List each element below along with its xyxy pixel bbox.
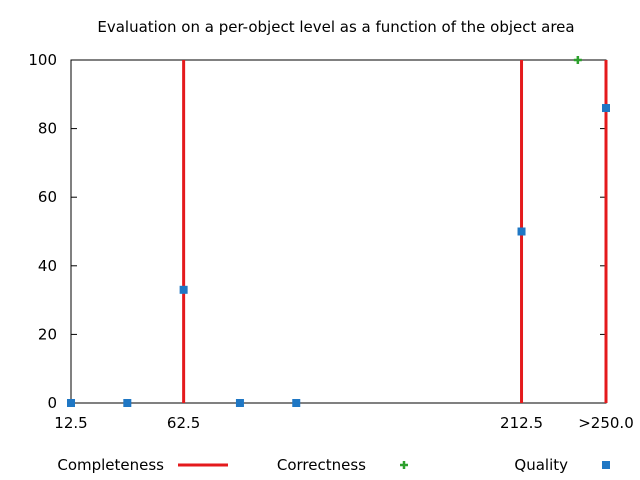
y-tick-label: 80	[38, 120, 57, 138]
legend-label-completeness: Completeness	[57, 456, 164, 474]
quality-series	[67, 104, 610, 407]
chart-title: Evaluation on a per-object level as a fu…	[97, 18, 574, 36]
x-tick-label: 212.5	[500, 414, 543, 432]
legend: Completeness Correctness Quality	[57, 456, 610, 474]
y-tick-label: 100	[28, 51, 57, 69]
y-tick-label: 40	[38, 257, 57, 275]
y-tick-label: 0	[47, 394, 57, 412]
quality-point	[517, 227, 526, 236]
legend-label-quality: Quality	[514, 456, 568, 474]
correctness-point	[573, 56, 582, 64]
quality-point	[179, 285, 188, 294]
x-tick-label: >250.0	[578, 414, 634, 432]
correctness-series	[573, 56, 582, 64]
legend-sample-correctness	[400, 461, 408, 469]
x-tick-label: 62.5	[167, 414, 200, 432]
quality-point	[67, 399, 75, 407]
legend-sample-quality	[602, 461, 610, 469]
completeness-series	[182, 60, 608, 403]
x-tick-label: 12.5	[54, 414, 87, 432]
quality-point	[123, 399, 132, 407]
y-axis: 0 20 40 60 80 100	[28, 51, 606, 412]
y-tick-label: 20	[38, 325, 57, 343]
quality-point	[602, 104, 610, 113]
plot-marks	[67, 56, 610, 407]
quality-point	[235, 399, 244, 407]
plot-frame	[70, 59, 607, 404]
quality-point	[292, 399, 301, 407]
x-axis: 12.5 62.5 212.5 >250.0	[54, 60, 634, 432]
legend-label-correctness: Correctness	[277, 456, 366, 474]
y-tick-label: 60	[38, 188, 57, 206]
